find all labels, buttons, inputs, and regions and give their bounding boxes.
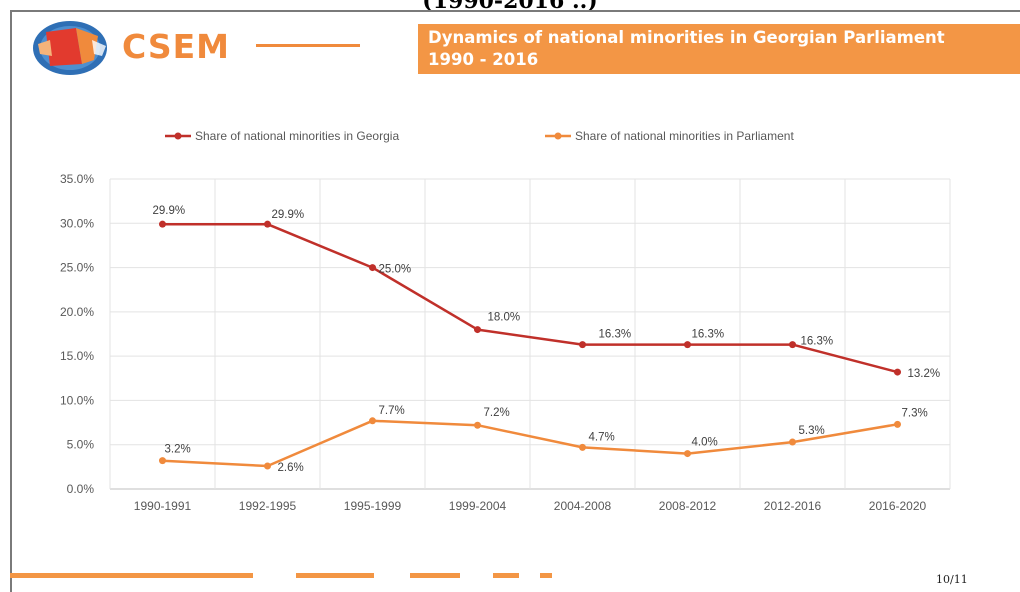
data-label: 29.9%	[272, 209, 305, 221]
data-point	[894, 368, 901, 376]
chart-grid	[109, 178, 951, 490]
series-line	[162, 419, 898, 468]
frame-top-border	[10, 10, 1020, 12]
x-tick-label: 2008-2012	[659, 499, 717, 513]
data-point	[264, 220, 271, 228]
legend-entry: Share of national minorities in Parliame…	[575, 129, 794, 143]
x-tick-label: 1999-2004	[449, 499, 507, 513]
series-lines	[162, 222, 898, 468]
data-point	[579, 443, 586, 451]
data-point	[159, 220, 166, 228]
y-axis-ticks: 0.0% 5.0% 10.0% 15.0% 20.0% 25.0% 30.0% 35.0%	[60, 172, 94, 496]
data-point	[369, 264, 376, 272]
data-label: 18.0%	[488, 312, 521, 324]
data-label: 4.0%	[692, 437, 718, 449]
data-labels: 29.9% 29.9% 25.0% 18.0% 16.3% 16.3% 16.3% 13.2%…	[153, 205, 941, 474]
data-label: 16.3%	[692, 329, 725, 341]
data-point	[789, 438, 796, 446]
y-tick-label: 15.0%	[60, 349, 94, 363]
footer-bar-segment	[540, 573, 552, 578]
series-line	[162, 222, 898, 374]
frame-left-border	[10, 10, 12, 592]
y-tick-label: 35.0%	[60, 172, 94, 186]
x-tick-label: 1992-1995	[239, 499, 297, 513]
brand-underline	[256, 44, 360, 47]
data-point	[894, 420, 901, 428]
chart-legend: Share of national minorities in Georgia S…	[165, 129, 794, 143]
data-point	[684, 341, 691, 349]
x-tick-label: 2004-2008	[554, 499, 612, 513]
data-label: 25.0%	[379, 264, 412, 276]
legend-entry: Share of national minorities in Georgia	[195, 129, 399, 143]
y-tick-label: 5.0%	[67, 438, 95, 452]
footer-bar-segment	[10, 573, 253, 578]
data-point	[474, 421, 481, 429]
data-label: 13.2%	[908, 368, 941, 380]
csem-logo-icon	[33, 21, 107, 75]
data-label: 3.2%	[165, 444, 191, 456]
x-tick-label: 2016-2020	[869, 499, 927, 513]
data-point	[579, 341, 586, 349]
data-label: 16.3%	[801, 336, 834, 348]
x-tick-label: 1990-1991	[134, 499, 192, 513]
footer-bar-segment	[296, 573, 374, 578]
x-tick-label: 2012-2016	[764, 499, 822, 513]
data-point	[159, 457, 166, 465]
brand-name: CSEM	[122, 27, 230, 66]
series-points	[159, 220, 901, 470]
data-point	[684, 450, 691, 458]
data-point	[789, 341, 796, 349]
data-label: 4.7%	[589, 431, 615, 443]
x-axis-ticks: 1990-1991 1992-1995 1995-1999 1999-2004 2004…	[134, 499, 927, 513]
footer-bar-segment	[493, 573, 519, 578]
legend-swatch-marker	[554, 132, 562, 140]
data-label: 7.7%	[379, 405, 405, 417]
title-line-1: Dynamics of national minorities in Georg…	[428, 28, 945, 47]
x-tick-label: 1995-1999	[344, 499, 402, 513]
data-label: 5.3%	[799, 425, 825, 437]
y-tick-label: 30.0%	[60, 216, 94, 230]
legend-swatch-marker	[174, 132, 182, 140]
y-tick-label: 0.0%	[67, 482, 95, 496]
data-label: 7.2%	[484, 407, 510, 419]
data-label: 2.6%	[278, 462, 304, 474]
title-banner: Dynamics of national minorities in Georg…	[418, 24, 1020, 74]
data-label: 7.3%	[902, 407, 928, 419]
data-point	[264, 462, 271, 470]
data-point	[369, 417, 376, 425]
data-label: 16.3%	[599, 329, 632, 341]
data-label: 29.9%	[153, 205, 186, 217]
y-tick-label: 20.0%	[60, 305, 94, 319]
page-number: 10/11	[936, 573, 968, 586]
footer-bar-segment	[410, 573, 460, 578]
title-line-2: 1990 - 2016	[428, 50, 539, 69]
y-tick-label: 25.0%	[60, 261, 94, 275]
y-tick-label: 10.0%	[60, 393, 94, 407]
data-point	[474, 326, 481, 334]
